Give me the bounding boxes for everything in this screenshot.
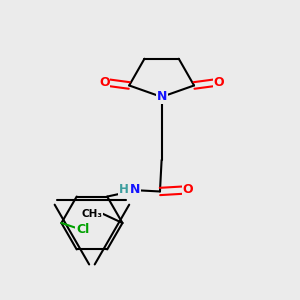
Text: O: O xyxy=(99,76,110,88)
Text: CH₃: CH₃ xyxy=(82,209,103,219)
Text: N: N xyxy=(156,90,167,104)
Text: H: H xyxy=(118,183,128,196)
Text: N: N xyxy=(130,183,140,196)
Text: O: O xyxy=(183,183,194,196)
Text: Cl: Cl xyxy=(76,223,90,236)
Text: O: O xyxy=(214,76,224,88)
